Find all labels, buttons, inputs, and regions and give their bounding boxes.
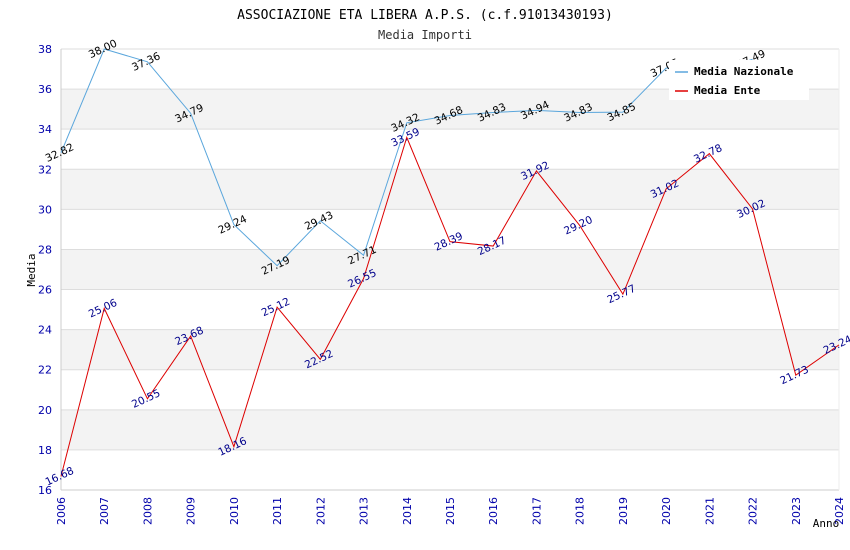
y-tick-label: 24 [38,324,52,337]
legend-label-media-ente: Media Ente [694,84,761,97]
x-axis-label: Anno [813,517,840,530]
y-axis-ticks: 16 18 20 22 24 26 28 30 32 34 36 38 [38,43,52,497]
x-tick-label: 2008 [141,497,154,525]
series-line-media-nazionale [60,48,753,267]
y-tick-label: 32 [38,163,52,176]
series-group [60,48,840,477]
y-axis-label: Media [25,253,38,286]
x-tick-label: 2014 [401,497,414,525]
x-tick-label: 2019 [617,497,630,525]
data-label-media-nazionale: 37.36 [130,50,163,74]
x-tick-label: 2020 [660,497,673,525]
data-label-media-ente: 16.68 [44,465,76,489]
x-tick-label: 2016 [487,497,500,525]
x-tick-label: 2013 [358,497,371,525]
y-tick-label: 30 [38,203,52,216]
data-label-media-ente: 25.06 [87,297,120,321]
x-tick-label: 2010 [228,497,241,525]
y-tick-label: 34 [38,123,52,136]
x-tick-label: 2022 [747,497,760,525]
y-tick-label: 16 [38,484,52,497]
legend: Media Nazionale Media Ente [669,60,809,100]
x-tick-label: 2015 [444,497,457,525]
data-label-media-ente: 20.55 [130,387,162,411]
x-tick-label: 2017 [530,497,543,525]
band-18 [61,409,839,450]
y-tick-label: 38 [38,43,52,56]
x-tick-label: 2006 [55,497,68,525]
y-tick-label: 20 [38,404,52,417]
x-tick-label: 2021 [703,497,716,525]
band-30 [61,169,839,210]
y-tick-label: 18 [38,444,52,457]
x-tick-label: 2018 [574,497,587,525]
data-label-media-nazionale: 38.00 [87,37,119,61]
data-label-media-ente: 25.12 [260,296,292,320]
legend-label-media-nazionale: Media Nazionale [694,65,794,78]
x-tick-label: 2007 [98,497,111,525]
x-axis-ticks: 2006 2007 2008 2009 2010 2011 2012 2013 2014 2015… [55,497,846,525]
x-tick-label: 2009 [185,497,198,525]
chart-title: ASSOCIAZIONE ETA LIBERA A.P.S. (c.f.9101… [237,8,613,23]
y-tick-label: 22 [38,364,52,377]
legend-box [669,60,809,100]
data-label-media-nazionale: 32.82 [44,141,76,165]
y-tick-label: 36 [38,83,52,96]
y-tick-label: 28 [38,243,52,256]
background-bands [61,89,839,450]
chart-subtitle: Media Importi [378,28,472,42]
data-label-media-ente: 32.78 [692,142,724,166]
band-26 [61,249,839,290]
data-label-media-ente: 29.20 [562,214,594,238]
series-line-media-ente [60,135,840,477]
x-tick-label: 2011 [271,497,284,525]
data-label-media-nazionale: 29.24 [216,213,249,237]
gridlines [60,48,840,491]
y-tick-label: 26 [38,284,52,297]
x-tick-label: 2023 [790,497,803,525]
x-tick-label: 2024 [833,497,846,525]
x-tick-label: 2012 [314,497,327,525]
